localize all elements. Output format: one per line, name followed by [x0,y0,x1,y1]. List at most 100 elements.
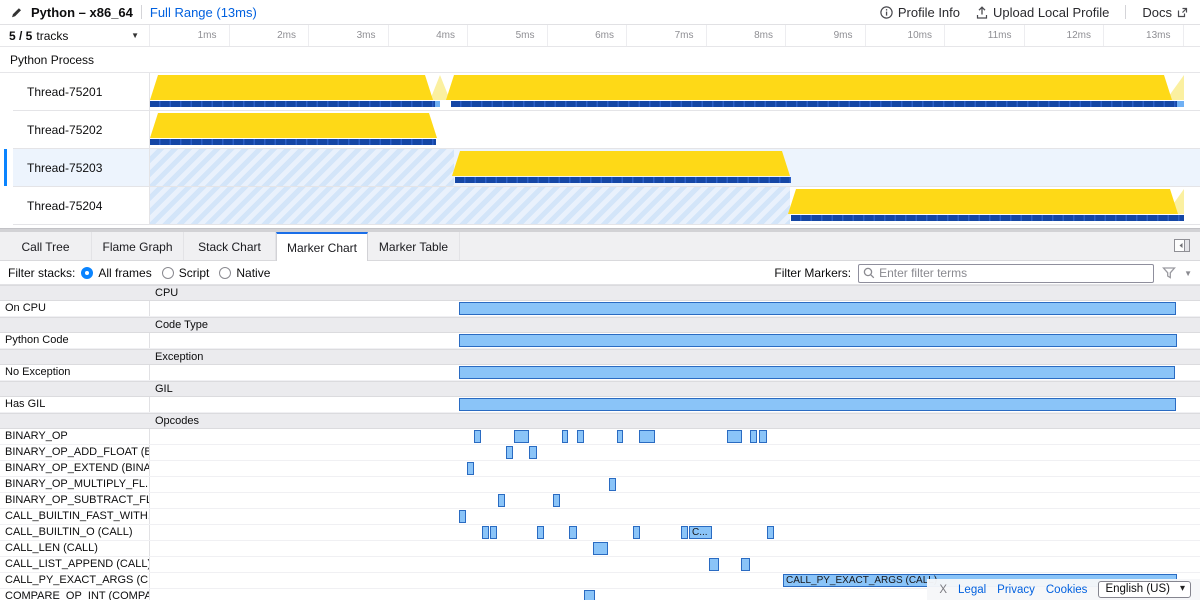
marker-span[interactable] [459,510,466,523]
filter-bar: Filter stacks: All frames Script Native Fi… [0,261,1200,285]
thread-track[interactable]: Thread-75203 [4,149,1200,187]
tab-flame-graph[interactable]: Flame Graph [92,232,184,260]
selected-track-indicator [4,149,7,186]
tracks-count: 5 / 5 [9,28,33,43]
marker-row-label: CALL_BUILTIN_FAST_WITH... [0,509,150,524]
marker-span[interactable] [498,494,505,507]
filter-markers-label: Filter Markers: [774,266,852,280]
footer-link-cookies[interactable]: Cookies [1045,583,1088,596]
ruler-tick: 6ms [548,25,627,46]
thread-activity-graph[interactable] [150,73,1184,110]
radio-script[interactable]: Script [161,266,209,280]
marker-row: CALL_BUILTIN_FAST_WITH... [0,509,1200,525]
marker-search-box[interactable] [858,263,1155,283]
marker-span[interactable] [514,430,529,443]
footer-bar: X Legal Privacy Cookies English (US) [927,579,1200,600]
marker-span[interactable] [490,526,497,539]
language-select[interactable]: English (US) [1098,581,1191,598]
marker-span[interactable] [562,430,568,443]
marker-span[interactable] [459,302,1176,315]
ruler-tick: 2ms [230,25,309,46]
sidebar-toggle-icon[interactable] [1174,239,1190,252]
marker-span[interactable] [474,430,481,443]
panel-divider[interactable] [0,228,1200,232]
thread-track[interactable]: Thread-75204 [13,187,1200,225]
marker-span[interactable] [681,526,688,539]
footer-dismiss-button[interactable]: X [939,583,948,596]
marker-row: On CPU [0,301,1200,317]
tab-stack-chart[interactable]: Stack Chart [184,232,276,260]
thread-activity-graph[interactable] [150,149,1184,186]
thread-name[interactable]: Thread-75204 [13,187,150,224]
full-range-button[interactable]: Full Range (13ms) [149,4,257,20]
thread-track[interactable]: Thread-75201 [13,73,1200,111]
language-value: English (US) [1105,583,1170,595]
marker-span[interactable] [529,446,537,459]
marker-span[interactable] [553,494,560,507]
marker-category-row: CPU [0,285,1200,301]
tracks-word: tracks [36,28,69,43]
marker-span[interactable] [577,430,584,443]
marker-row-label: CALL_LIST_APPEND (CALL) [0,557,150,572]
profile-info-button[interactable]: Profile Info [880,5,960,20]
upload-label: Upload Local Profile [993,4,1110,20]
docs-label: Docs [1142,4,1172,20]
marker-row: CALL_LEN (CALL) [0,541,1200,557]
radio-native[interactable]: Native [219,266,270,280]
marker-span[interactable] [727,430,742,443]
marker-span[interactable] [569,526,577,539]
radio-all-frames[interactable]: All frames [81,266,152,280]
marker-span[interactable] [759,430,767,443]
marker-span[interactable] [459,398,1176,411]
marker-span[interactable] [741,558,750,571]
filter-funnel-icon[interactable] [1161,266,1177,280]
marker-span[interactable] [537,526,544,539]
process-track-header[interactable]: Python Process [0,47,1200,73]
marker-row-label: CALL_BUILTIN_O (CALL) [0,525,150,540]
tracks-dropdown[interactable]: 5 / 5 tracks ▼ [0,25,150,46]
time-ruler: 1ms 2ms 3ms 4ms 5ms 6ms 7ms 8ms 9ms 10ms 11ms 12ms 1… [150,25,1200,46]
marker-span[interactable] [639,430,655,443]
marker-span[interactable] [617,430,623,443]
edit-profile-name-icon[interactable] [10,6,23,19]
marker-span[interactable] [459,366,1175,379]
thread-name[interactable]: Thread-75203 [13,149,150,186]
marker-row-label: BINARY_OP_MULTIPLY_FL... [0,477,150,492]
thread-activity-graph[interactable] [150,187,1184,224]
radio-button-icon [219,266,232,279]
cpu-activity-band [150,75,433,100]
marker-span[interactable] [633,526,640,539]
sample-bar [455,177,791,183]
marker-span[interactable] [593,542,608,555]
marker-category-label: Opcodes [155,415,200,427]
filter-dropdown-caret-icon[interactable]: ▼ [1184,268,1192,278]
tab-marker-table[interactable]: Marker Table [368,232,460,260]
marker-row: CALL_LIST_APPEND (CALL) [0,557,1200,573]
marker-span[interactable] [609,478,616,491]
thread-name[interactable]: Thread-75201 [13,73,150,110]
marker-span[interactable] [467,462,474,475]
marker-span[interactable] [482,526,489,539]
marker-row: Python Code [0,333,1200,349]
tab-marker-chart[interactable]: Marker Chart [276,232,368,261]
marker-span[interactable] [767,526,774,539]
thread-activity-graph[interactable] [150,111,1184,148]
footer-link-privacy[interactable]: Privacy [997,583,1035,596]
docs-button[interactable]: Docs [1142,5,1188,20]
marker-span[interactable] [584,590,595,600]
thread-name[interactable]: Thread-75202 [13,111,150,148]
marker-span[interactable]: C... [689,526,712,539]
marker-category-row: Opcodes [0,413,1200,429]
marker-span[interactable] [709,558,719,571]
marker-search-input[interactable] [879,266,1150,280]
marker-span[interactable] [506,446,513,459]
tab-call-tree[interactable]: Call Tree [0,232,92,260]
profile-info-label: Profile Info [897,4,961,20]
footer-links: Legal Privacy Cookies [958,584,1087,596]
footer-link-legal[interactable]: Legal [958,583,987,596]
upload-local-profile-button[interactable]: Upload Local Profile [976,5,1109,20]
marker-span[interactable] [750,430,757,443]
thread-track[interactable]: Thread-75202 [13,111,1200,149]
marker-span[interactable] [459,334,1177,347]
marker-category-label: Code Type [155,319,209,331]
